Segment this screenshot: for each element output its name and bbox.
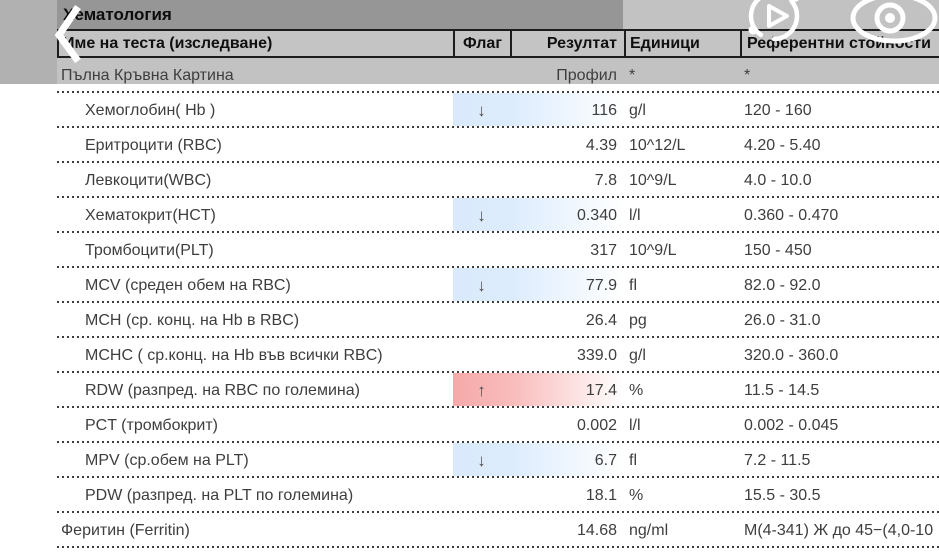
table-row: Левкоцити(WBC) 7.8 10^9/L 4.0 - 10.0	[57, 163, 939, 198]
reference-range: 82.0 - 92.0	[744, 277, 821, 294]
reference-range: 0.002 - 0.045	[744, 417, 839, 434]
units-value: l/l	[629, 417, 641, 434]
reference-range: 4.0 - 10.0	[744, 172, 812, 189]
table-row: MPV (ср.обем на PLT) ↓ 6.7 fl 7.2 - 11.5	[57, 443, 939, 478]
chevron-left-icon	[54, 5, 81, 64]
result-value: 26.4	[585, 312, 617, 329]
table-row: Хемоглобин( Hb ) ↓ 116 g/l 120 - 160	[57, 93, 939, 128]
result-value: 0.340	[576, 207, 617, 224]
reference-range: 7.2 - 11.5	[744, 452, 811, 469]
reference-range: 11.5 - 14.5	[744, 382, 820, 399]
units-value: *	[629, 67, 636, 84]
back-button[interactable]	[50, 2, 90, 64]
column-header-reference: Референтни стойности	[740, 31, 939, 56]
result-value: 0.002	[576, 417, 617, 434]
test-name: Пълна Кръвна Картина	[61, 67, 234, 84]
result-value: 7.8	[594, 172, 617, 189]
test-name: PDW (разпред. на PLT по големина)	[85, 487, 354, 504]
units-value: 10^9/L	[629, 172, 677, 189]
test-name: MCV (среден обем на RBC)	[85, 277, 291, 294]
test-name: PCT (тромбокрит)	[85, 417, 218, 434]
test-name: MPV (ср.обем на PLT)	[85, 452, 249, 469]
eye-icon	[850, 0, 938, 44]
visibility-button[interactable]	[848, 0, 939, 44]
units-value: pg	[629, 312, 647, 329]
reference-range: 26.0 - 31.0	[744, 312, 821, 329]
units-value: l/l	[629, 207, 641, 224]
test-name: Хемоглобин( Hb )	[85, 102, 216, 119]
test-name: Феритин (Ferritin)	[61, 522, 190, 539]
table-row: MCHC ( ср.конц. на Hb във всички RBC) 339…	[57, 338, 939, 373]
result-value: 14.68	[576, 522, 617, 539]
test-name: Еритроцити (RBC)	[85, 137, 222, 154]
result-value: 116	[591, 102, 617, 119]
result-value: 77.9	[585, 277, 617, 294]
flag-arrow: ↓	[477, 101, 486, 120]
replay-button[interactable]	[744, 0, 804, 46]
test-name: MCHC ( ср.конц. на Hb във всички RBC)	[85, 347, 383, 364]
reference-range: 320.0 - 360.0	[744, 347, 839, 364]
units-value: g/l	[629, 347, 646, 364]
low-flag-highlight	[453, 93, 624, 126]
reference-range: 15.5 - 30.5	[744, 487, 821, 504]
table-row: MCH (ср. конц. на Hb в RBC) 26.4 pg 26.0 - …	[57, 303, 939, 338]
table-row: Пълна Кръвна Картина Профил * *	[57, 58, 939, 93]
result-value: Профил	[556, 67, 617, 84]
results-table-body: Пълна Кръвна Картина Профил * * Хемоглобин( …	[57, 58, 939, 548]
reference-range: *	[744, 67, 751, 84]
table-row: Феритин (Ferritin) 14.68 ng/ml М(4-341) Ж д…	[57, 513, 939, 548]
column-header-result: Резултат	[510, 31, 624, 56]
column-header-flag: Флаг	[453, 31, 510, 56]
test-name: Левкоцити(WBC)	[85, 172, 212, 189]
table-row: Тромбоцити(PLT) 317 10^9/L 150 - 450	[57, 233, 939, 268]
reference-range: 0.360 - 0.470	[744, 207, 839, 224]
result-value: 4.39	[585, 137, 617, 154]
section-title: Хематология	[57, 0, 623, 29]
table-row: PDW (разпред. на PLT по големина) 18.1% 15…	[57, 478, 939, 513]
test-name: RDW (разпред. на RBC по големина)	[85, 382, 360, 399]
column-header-test-name: Име на теста (изследване)	[57, 31, 453, 56]
table-row: Еритроцити (RBC) 4.39 10^12/L 4.20 - 5.40	[57, 128, 939, 163]
replay-play-icon	[748, 0, 800, 42]
table-row: PCT (тромбокрит) 0.002 l/l 0.002 - 0.045	[57, 408, 939, 443]
units-value: %	[629, 382, 644, 399]
table-row: Хематокрит(HCT) ↓ 0.340 l/l 0.360 - 0.470	[57, 198, 939, 233]
units-value: 10^12/L	[629, 137, 686, 154]
units-value: %	[629, 487, 644, 504]
units-value: fl	[629, 277, 637, 294]
result-value: 339.0	[576, 347, 617, 364]
left-margin-scrim	[0, 0, 57, 84]
table-row: RDW (разпред. на RBC по големина) ↑ 17.4% 1…	[57, 373, 939, 408]
test-name: Хематокрит(HCT)	[85, 207, 216, 224]
units-value: ng/ml	[629, 522, 669, 539]
reference-range: 4.20 - 5.40	[744, 137, 821, 154]
units-value: fl	[629, 452, 637, 469]
high-flag-highlight	[453, 373, 624, 406]
flag-arrow: ↓	[477, 451, 486, 470]
result-value: 17.4	[585, 382, 617, 399]
units-value: 10^9/L	[629, 242, 677, 259]
result-value: 317	[590, 242, 617, 259]
test-name: MCH (ср. конц. на Hb в RBC)	[85, 312, 300, 329]
table-row: MCV (среден обем на RBC) ↓ 77.9 fl 82.0 - 92…	[57, 268, 939, 303]
flag-arrow: ↓	[477, 206, 486, 225]
test-name: Тромбоцити(PLT)	[85, 242, 214, 259]
low-flag-highlight	[453, 268, 624, 301]
result-value: 18.1	[585, 487, 617, 504]
flag-arrow: ↑	[477, 381, 486, 400]
low-flag-highlight	[453, 198, 624, 231]
reference-range: 120 - 160	[744, 102, 812, 119]
units-value: g/l	[629, 102, 646, 119]
column-header-units: Единици	[624, 31, 740, 56]
flag-arrow: ↓	[477, 276, 486, 295]
reference-range: М(4-341) Ж до 45−(4,0-10	[744, 522, 934, 539]
low-flag-highlight	[453, 443, 624, 476]
table-header-row: Име на теста (изследване) Флаг Резултат …	[57, 29, 939, 58]
result-value: 6.7	[594, 452, 617, 469]
reference-range: 150 - 450	[744, 242, 812, 259]
